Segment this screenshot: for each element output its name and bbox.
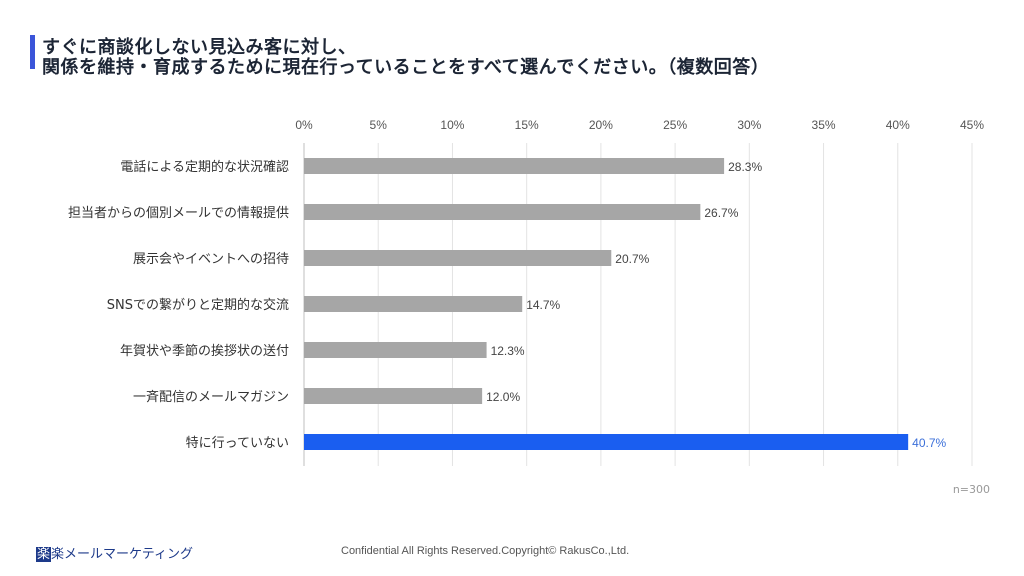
title-line-1: すぐに商談化しない見込み客に対し、 bbox=[42, 37, 357, 58]
category-label: 一斉配信のメールマガジン bbox=[133, 389, 289, 405]
category-label: 展示会やイベントへの招待 bbox=[133, 252, 289, 267]
data-label: 14.7% bbox=[526, 298, 560, 312]
sample-size-note: n=300 bbox=[952, 483, 990, 496]
x-tick-label: 15% bbox=[515, 118, 539, 132]
data-label: 12.3% bbox=[491, 344, 525, 358]
x-tick-label: 40% bbox=[886, 118, 910, 132]
x-tick-label: 0% bbox=[295, 118, 313, 132]
bar bbox=[304, 250, 612, 266]
data-label: 40.7% bbox=[912, 436, 946, 450]
bar bbox=[304, 204, 701, 220]
logo-mark: 楽 bbox=[36, 547, 52, 562]
category-label: 特に行っていない bbox=[186, 436, 289, 451]
category-label: SNSでの繋がりと定期的な交流 bbox=[107, 297, 289, 313]
bar bbox=[304, 434, 909, 450]
x-tick-label: 5% bbox=[370, 118, 388, 132]
bar bbox=[304, 388, 483, 404]
x-tick-label: 25% bbox=[663, 118, 687, 132]
bar bbox=[304, 158, 725, 174]
data-label: 12.0% bbox=[486, 390, 520, 404]
x-tick-label: 35% bbox=[812, 118, 836, 132]
x-tick-label: 20% bbox=[589, 118, 613, 132]
x-tick-label: 30% bbox=[737, 118, 761, 132]
data-label: 26.7% bbox=[704, 206, 738, 220]
category-label: 電話による定期的な状況確認 bbox=[120, 159, 289, 175]
title-accent-bar bbox=[30, 35, 35, 69]
x-tick-label: 10% bbox=[440, 118, 464, 132]
category-label: 年賀状や季節の挨拶状の送付 bbox=[120, 344, 289, 359]
title-line-2: 関係を維持・育成するために現在行っていることをすべて選んでください。（複数回答） bbox=[42, 57, 770, 78]
x-tick-label: 45% bbox=[960, 118, 984, 132]
data-label: 20.7% bbox=[615, 252, 649, 266]
bar bbox=[304, 342, 487, 358]
logo: 楽楽メールマーケティング bbox=[36, 543, 193, 562]
bar bbox=[304, 296, 523, 312]
copyright: Confidential All Rights Reserved.Copyrig… bbox=[341, 545, 630, 557]
data-label: 28.3% bbox=[728, 160, 762, 174]
category-label: 担当者からの個別メールでの情報提供 bbox=[68, 205, 289, 221]
logo-text: 楽メールマーケティング bbox=[51, 547, 193, 562]
